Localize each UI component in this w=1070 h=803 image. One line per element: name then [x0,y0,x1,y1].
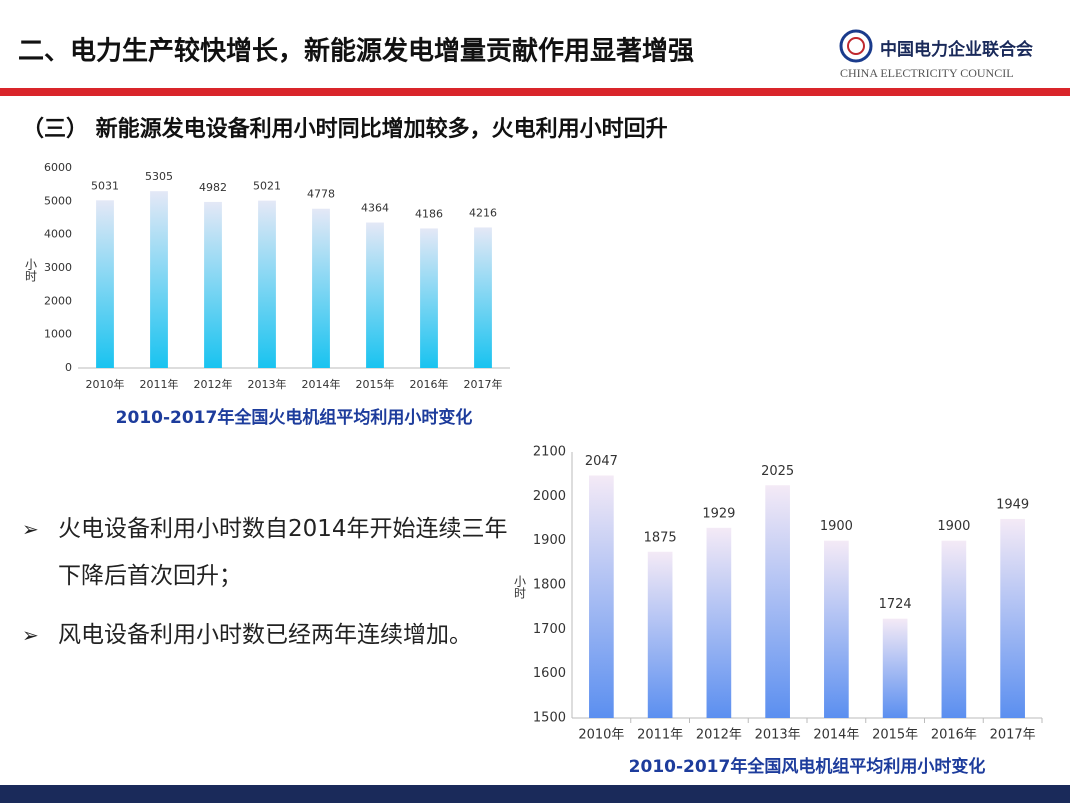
y-tick-label: 6000 [44,161,72,174]
data-label: 1949 [996,497,1029,512]
chart-caption: 2010-2017年全国火电机组平均利用小时变化 [116,407,473,428]
x-tick-label: 2012年 [194,377,233,391]
data-label: 5305 [145,170,173,183]
x-tick-label: 2015年 [872,728,918,743]
x-tick-label: 2010年 [86,377,125,391]
y-tick-label: 2000 [533,489,566,504]
bar [420,228,438,368]
chart-caption: 2010-2017年全国风电机组平均利用小时变化 [629,756,986,777]
bar [366,222,384,368]
y-tick-label: 1800 [533,578,566,593]
data-label: 4186 [415,207,443,220]
y-tick-label: 2100 [533,445,566,460]
x-tick-label: 2013年 [755,728,801,743]
y-tick-label: 1600 [533,666,566,681]
bar [312,208,330,368]
x-tick-label: 2011年 [637,728,683,743]
y-tick-label: 5000 [44,194,72,207]
header-rule [0,88,1070,96]
y-tick-label: 1500 [533,711,566,726]
data-label: 1900 [937,519,970,534]
y-tick-label: 1900 [533,533,566,548]
data-label: 2047 [585,454,618,469]
logo [839,29,873,63]
bar [765,485,790,718]
x-tick-label: 2011年 [140,377,179,391]
x-tick-label: 2015年 [356,377,395,391]
y-tick-label: 4000 [44,228,72,241]
subtitle: （三） 新能源发电设备利用小时同比增加较多，火电利用小时回升 [22,116,668,142]
slide-title: 二、电力生产较快增长，新能源发电增量贡献作用显著增强 [18,36,694,67]
data-label: 4778 [307,188,335,201]
bar [647,551,673,718]
x-tick-label: 2014年 [813,728,859,743]
x-tick-label: 2017年 [464,377,503,391]
bullet: 风电设备利用小时数已经两年连续增加。 [22,612,528,659]
footer-bar [0,785,1070,803]
org-name-en: CHINA ELECTRICITY COUNCIL [840,66,1014,80]
y-axis-label: 小时 [24,258,38,282]
y-tick-label: 1700 [533,622,566,637]
data-label: 4216 [469,206,497,219]
data-label: 1724 [879,597,912,612]
bullet: 火电设备利用小时数自2014年开始连续三年下降后首次回升； [22,506,528,600]
data-label: 1900 [820,519,853,534]
logo-inner [847,37,865,55]
x-tick-label: 2013年 [248,377,287,391]
x-tick-label: 2016年 [410,377,449,391]
bar [941,540,967,718]
bar [204,201,222,368]
data-label: 5031 [91,179,119,192]
data-label: 4364 [361,202,389,215]
bar [882,618,908,718]
x-tick-label: 2016年 [931,728,977,743]
y-tick-label: 1000 [44,328,72,341]
data-label: 1875 [644,530,677,545]
x-tick-label: 2017年 [990,728,1036,743]
data-label: 5021 [253,180,281,193]
y-tick-label: 2000 [44,294,72,307]
x-tick-label: 2012年 [696,728,742,743]
x-tick-label: 2010年 [578,728,624,743]
bar [706,527,732,718]
org-name: 中国电力企业联合会 [880,39,1033,60]
bar [474,227,492,368]
bar [824,540,849,718]
y-tick-label: 3000 [44,261,72,274]
bar [1000,518,1025,718]
bar [589,475,614,718]
data-label: 1929 [702,506,735,521]
bar [258,200,276,368]
x-tick-label: 2014年 [302,377,341,391]
data-label: 4982 [199,181,227,194]
y-tick-label: 0 [65,361,72,374]
bar [150,191,168,368]
data-label: 2025 [761,464,794,479]
bar [96,200,114,368]
